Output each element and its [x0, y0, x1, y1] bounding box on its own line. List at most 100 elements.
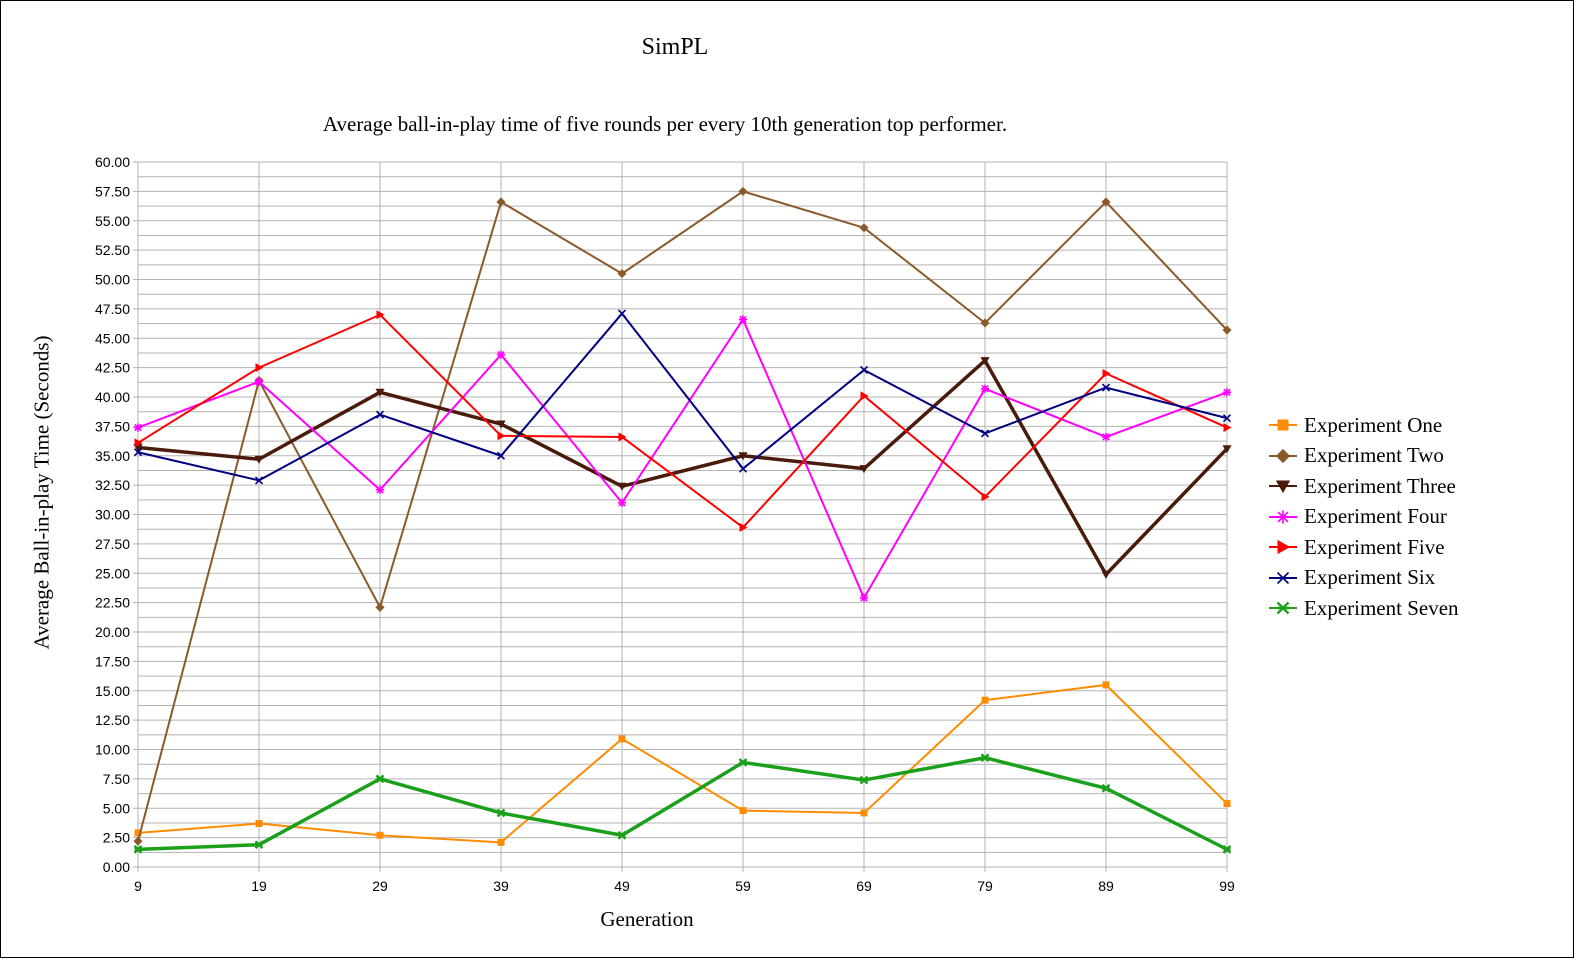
y-tick-label: 2.50	[103, 830, 130, 846]
y-tick-label: 47.50	[95, 301, 130, 317]
data-point	[376, 831, 384, 839]
y-tick-label: 42.50	[95, 360, 130, 376]
x-tick-label: 79	[977, 878, 993, 894]
data-point	[860, 391, 869, 401]
data-point	[859, 223, 869, 233]
series-line	[137, 190, 1228, 842]
data-point	[133, 448, 143, 457]
legend-label: Experiment Two	[1304, 443, 1444, 468]
data-point	[254, 377, 264, 386]
series-line	[137, 683, 1228, 844]
legend-marker	[1275, 480, 1291, 494]
legend-item: Experiment Six	[1268, 563, 1459, 594]
y-tick-label: 22.50	[95, 595, 130, 611]
data-point	[980, 753, 990, 763]
legend-marker	[1275, 448, 1291, 463]
data-point	[254, 476, 264, 485]
y-tick-label: 27.50	[95, 536, 130, 552]
chart-subtitle: Average ball-in-play time of five rounds…	[322, 112, 1008, 136]
data-point	[375, 485, 385, 495]
x-tick-label: 99	[1219, 878, 1235, 894]
y-tick-label: 25.00	[95, 565, 130, 581]
y-tick-label: 17.50	[95, 653, 130, 669]
y-tick-label: 5.00	[103, 800, 130, 816]
data-point	[1101, 432, 1111, 442]
legend-swatch	[1269, 601, 1297, 615]
y-tick-label: 0.00	[103, 859, 130, 875]
data-point	[496, 808, 506, 818]
y-tick-label: 55.00	[95, 213, 130, 229]
data-point	[497, 838, 505, 846]
x-tick-label: 9	[134, 878, 142, 894]
y-tick-label: 12.50	[95, 712, 130, 728]
y-tick-label: 15.00	[95, 683, 130, 699]
legend-marker	[1276, 510, 1290, 524]
legend-item: Experiment Five	[1268, 532, 1459, 563]
data-point	[1101, 197, 1111, 207]
series-line	[137, 358, 1229, 577]
legend-swatch	[1269, 510, 1297, 524]
y-tick-label: 60.00	[95, 154, 130, 170]
x-tick-label: 69	[856, 878, 872, 894]
data-point	[617, 830, 627, 840]
data-point	[255, 363, 264, 373]
legend-swatch	[1269, 419, 1297, 431]
data-point	[1222, 445, 1232, 454]
series-5	[134, 310, 1232, 532]
chart-title: SimPL	[641, 34, 709, 60]
x-tick-label: 59	[735, 878, 751, 894]
series-6	[133, 309, 1232, 485]
legend-label: Experiment Three	[1304, 473, 1456, 498]
legend-label: Experiment Seven	[1304, 595, 1459, 620]
x-tick-label: 89	[1098, 878, 1114, 894]
y-tick-label: 20.00	[95, 624, 130, 640]
data-point	[1102, 681, 1110, 689]
x-tick-label: 49	[614, 878, 630, 894]
data-point	[496, 420, 506, 429]
legend-label: Experiment Four	[1304, 504, 1447, 529]
data-point	[496, 350, 506, 359]
data-point	[375, 388, 385, 397]
data-point	[859, 593, 869, 603]
data-point	[254, 840, 264, 850]
data-point	[376, 310, 385, 320]
legend-label: Experiment Five	[1304, 534, 1445, 559]
series-7	[133, 753, 1232, 854]
y-tick-label: 40.00	[95, 389, 130, 405]
data-point	[496, 197, 506, 207]
data-point	[617, 482, 627, 491]
x-axis-label: Generation	[600, 907, 694, 931]
data-point	[738, 464, 748, 473]
data-point	[981, 492, 990, 502]
legend-swatch	[1269, 448, 1297, 463]
data-point	[133, 423, 143, 432]
data-point	[133, 836, 143, 846]
chart-legend: Experiment One Experiment Two Experiment T…	[1268, 410, 1459, 624]
y-tick-label: 30.00	[95, 507, 130, 523]
y-tick-label: 50.00	[95, 272, 130, 288]
series-line	[137, 312, 1228, 482]
y-tick-label: 37.50	[95, 418, 130, 434]
x-tick-label: 29	[372, 878, 388, 894]
data-point	[133, 845, 143, 854]
legend-label: Experiment Six	[1304, 565, 1436, 590]
data-point	[617, 269, 627, 279]
data-point	[1222, 414, 1232, 423]
data-point	[738, 758, 748, 767]
y-tick-label: 45.00	[95, 330, 130, 346]
data-point	[860, 809, 868, 817]
data-point	[617, 498, 627, 507]
data-point	[618, 432, 627, 442]
y-tick-label: 7.50	[103, 771, 130, 787]
y-tick-label: 32.50	[95, 477, 130, 493]
series-1	[134, 681, 1231, 846]
data-point	[1223, 800, 1231, 808]
data-point	[1222, 388, 1232, 397]
y-tick-label: 57.50	[95, 183, 130, 199]
legend-item: Experiment Four	[1268, 502, 1459, 533]
y-tick-label: 10.00	[95, 742, 130, 758]
data-point	[859, 365, 869, 375]
legend-marker	[1276, 601, 1290, 615]
data-point	[255, 820, 263, 828]
